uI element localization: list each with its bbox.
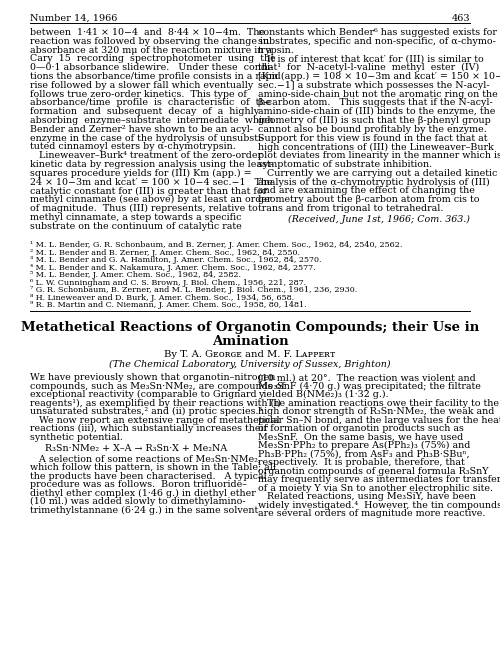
Text: formation  and  subsequent  decay  of  a  highly: formation and subsequent decay of a high… — [30, 107, 259, 116]
Text: between  1·41 × 10−4  and  8·44 × 10−4m.  The: between 1·41 × 10−4 and 8·44 × 10−4m. Th… — [30, 28, 265, 37]
Text: synthetic potential.: synthetic potential. — [30, 433, 123, 441]
Text: rise followed by a slower fall which eventually: rise followed by a slower fall which eve… — [30, 81, 254, 90]
Text: Related reactions, using Me₃SiY, have been: Related reactions, using Me₃SiY, have be… — [258, 492, 476, 501]
Text: ⁶ L. W. Cunningham and C. S. Brown, J. Biol. Chem., 1956, 221, 287.: ⁶ L. W. Cunningham and C. S. Brown, J. B… — [30, 278, 306, 287]
Text: geometry about the β-carbon atom from cis to: geometry about the β-carbon atom from ci… — [258, 195, 480, 204]
Text: analysis of the α-chymotryptic hydrolysis of (III): analysis of the α-chymotryptic hydrolysi… — [258, 178, 490, 187]
Text: ⁴ M. L. Bender and K. Nakamura, J. Amer. Chem. Soc., 1962, 84, 2577.: ⁴ M. L. Bender and K. Nakamura, J. Amer.… — [30, 264, 316, 272]
Text: symptomatic of substrate inhibition.: symptomatic of substrate inhibition. — [258, 160, 432, 169]
Text: widely investigated.⁴  However, the tin compounds: widely investigated.⁴ However, the tin c… — [258, 500, 500, 510]
Text: Currently we are carrying out a detailed kinetic: Currently we are carrying out a detailed… — [258, 169, 498, 178]
Text: of magnitude.  Thus (III) represents, relative to: of magnitude. Thus (III) represents, rel… — [30, 204, 258, 213]
Text: Ph₃B·PPh₂ (75%), from AsF₃ and Ph₃B·SBuⁿ,: Ph₃B·PPh₂ (75%), from AsF₃ and Ph₃B·SBuⁿ… — [258, 449, 470, 458]
Text: are several orders of magnitude more reactive.: are several orders of magnitude more rea… — [258, 509, 486, 518]
Text: methyl cinnamate (see above) by at least an order: methyl cinnamate (see above) by at least… — [30, 195, 272, 204]
Text: ¹ M. L. Bender, G. R. Schonbaum, and B. Zerner, J. Amer. Chem. Soc., 1962, 84, 2: ¹ M. L. Bender, G. R. Schonbaum, and B. … — [30, 241, 403, 249]
Text: high concentrations of (III) the Lineweaver–Burk: high concentrations of (III) the Linewea… — [258, 142, 494, 151]
Text: absorbance at 320 mμ of the reaction mixture in a: absorbance at 320 mμ of the reaction mix… — [30, 46, 272, 54]
Text: which follow this pattern, is shown in the Table; all: which follow this pattern, is shown in t… — [30, 463, 276, 472]
Text: (10 ml.) at 20°.  The reaction was violent and: (10 ml.) at 20°. The reaction was violen… — [258, 373, 476, 382]
Text: A selection of some reactions of Me₃Sn·NMe₂,: A selection of some reactions of Me₃Sn·N… — [30, 455, 261, 464]
Text: The amination reactions owe their facility to the: The amination reactions owe their facili… — [258, 399, 499, 407]
Text: (Received, June 1st, 1966; Com. 363.): (Received, June 1st, 1966; Com. 363.) — [288, 215, 470, 224]
Text: absorbance/time  profile  is  characteristic  of  the: absorbance/time profile is characteristi… — [30, 98, 271, 107]
Text: amino-side-chain but not the aromatic ring on the: amino-side-chain but not the aromatic ri… — [258, 90, 498, 99]
Text: methyl cinnamate, a step towards a specific: methyl cinnamate, a step towards a speci… — [30, 213, 242, 222]
Text: It is of interest that kcat′ for (III) is similar to: It is of interest that kcat′ for (III) i… — [258, 54, 484, 64]
Text: Me₃Sn·PPh₂ to prepare As(PPh₂)₃ (75%) and: Me₃Sn·PPh₂ to prepare As(PPh₂)₃ (75%) an… — [258, 441, 470, 450]
Text: Support for this view is found in the fact that at: Support for this view is found in the fa… — [258, 134, 488, 143]
Text: Me₃SnF.  On the same basis, we have used: Me₃SnF. On the same basis, we have used — [258, 433, 463, 441]
Text: diethyl ether complex (1·46 g.) in diethyl ether: diethyl ether complex (1·46 g.) in dieth… — [30, 489, 256, 498]
Text: the products have been characterised.   A typical: the products have been characterised. A … — [30, 472, 267, 481]
Text: absorbing  enzyme–substrate  intermediate  which: absorbing enzyme–substrate intermediate … — [30, 116, 274, 125]
Text: By T. A. Gᴇᴏʀɢᴇ and M. F. Lᴀᴘᴘᴇʀᴛ: By T. A. Gᴇᴏʀɢᴇ and M. F. Lᴀᴘᴘᴇʀᴛ — [164, 350, 336, 359]
Text: We now report an extensive range of metathetical: We now report an extensive range of meta… — [30, 416, 280, 424]
Text: ⁵ M. L. Bender, J. Amer. Chem. Soc., 1962, 84, 2582.: ⁵ M. L. Bender, J. Amer. Chem. Soc., 196… — [30, 271, 241, 279]
Text: Number 14, 1966: Number 14, 1966 — [30, 14, 118, 23]
Text: Lineweaver–Burk⁴ treatment of the zero-order: Lineweaver–Burk⁴ treatment of the zero-o… — [30, 151, 262, 160]
Text: Bender and Zerner² have shown to be an acyl-: Bender and Zerner² have shown to be an a… — [30, 125, 253, 134]
Text: ⁸ H. Lineweaver and D. Burk, J. Amer. Chem. Soc., 1934, 56, 658.: ⁸ H. Lineweaver and D. Burk, J. Amer. Ch… — [30, 293, 294, 302]
Text: ⁹ R. B. Martin and C. Niemann, J. Amer. Chem. Soc., 1958, 80, 1481.: ⁹ R. B. Martin and C. Niemann, J. Amer. … — [30, 301, 306, 309]
Text: procedure was as follows.  Boron trifluoride–: procedure was as follows. Boron trifluor… — [30, 480, 247, 489]
Text: unsaturated substrates,² and (ii) protic species.³: unsaturated substrates,² and (ii) protic… — [30, 407, 262, 417]
Text: reaction was followed by observing the change in: reaction was followed by observing the c… — [30, 37, 269, 46]
Text: and are examining the effect of changing the: and are examining the effect of changing… — [258, 187, 475, 195]
Text: yielded B(NMe₂)₃ (1·32 g.).: yielded B(NMe₂)₃ (1·32 g.). — [258, 390, 388, 400]
Text: constants which Bender⁶ has suggested exists for: constants which Bender⁶ has suggested ex… — [258, 28, 497, 37]
Text: reagents¹), as exemplified by their reactions with (i): reagents¹), as exemplified by their reac… — [30, 399, 281, 408]
Text: ³ M. L. Bender and G. A. Hamilton, J. Amer. Chem. Soc., 1962, 84, 2570.: ³ M. L. Bender and G. A. Hamilton, J. Am… — [30, 256, 322, 264]
Text: tuted cinnamoyl esters by α-chymotrypsin.: tuted cinnamoyl esters by α-chymotrypsin… — [30, 142, 236, 151]
Text: amino-side-chain of (III) binds to the enzyme, the: amino-side-chain of (III) binds to the e… — [258, 107, 496, 117]
Text: sec.−1] a substrate which possesses the N-acyl-: sec.−1] a substrate which possesses the … — [258, 81, 490, 90]
Text: β-carbon atom.   This suggests that if the N-acyl-: β-carbon atom. This suggests that if the… — [258, 98, 493, 107]
Text: trimethylstannane (6·24 g.) in the same solvent: trimethylstannane (6·24 g.) in the same … — [30, 506, 258, 515]
Text: ² M. L. Bender and B. Zerner, J. Amer. Chem. Soc., 1962, 84, 2550.: ² M. L. Bender and B. Zerner, J. Amer. C… — [30, 249, 300, 257]
Text: substrate on the continuum of catalytic rate: substrate on the continuum of catalytic … — [30, 221, 242, 231]
Text: exceptional reactivity (comparable to Grignard: exceptional reactivity (comparable to Gr… — [30, 390, 256, 400]
Text: may frequently serve as intermediates for transfer: may frequently serve as intermediates fo… — [258, 475, 500, 484]
Text: Amination: Amination — [212, 335, 288, 348]
Text: organotin compounds of general formula R₃SnY: organotin compounds of general formula R… — [258, 466, 488, 476]
Text: trypsin.: trypsin. — [258, 46, 295, 54]
Text: (10 ml.) was added slowly to dimethylamino-: (10 ml.) was added slowly to dimethylami… — [30, 497, 246, 506]
Text: plot deviates from linearity in the manner which is: plot deviates from linearity in the mann… — [258, 151, 500, 160]
Text: reactions (iii), which substantially increases their: reactions (iii), which substantially inc… — [30, 424, 268, 433]
Text: trans and from trigonal to tetrahedral.: trans and from trigonal to tetrahedral. — [258, 204, 444, 213]
Text: substrates, specific and non-specific, of α-chymo-: substrates, specific and non-specific, o… — [258, 37, 496, 46]
Text: of a moiety Y via Sn to another electrophilic site.: of a moiety Y via Sn to another electrop… — [258, 483, 493, 493]
Text: Me₃SnF (4·70 g.) was precipitated; the filtrate: Me₃SnF (4·70 g.) was precipitated; the f… — [258, 382, 481, 391]
Text: [Km (app.) = 108 × 10−3m and kcat′ = 150 × 10−3: [Km (app.) = 108 × 10−3m and kcat′ = 150… — [258, 72, 500, 81]
Text: cannot also be bound profitably by the enzyme.: cannot also be bound profitably by the e… — [258, 125, 487, 134]
Text: high donor strength of R₃Sn·NMe₂, the weak and: high donor strength of R₃Sn·NMe₂, the we… — [258, 407, 494, 416]
Text: catalytic constant for (III) is greater than that for: catalytic constant for (III) is greater … — [30, 187, 267, 196]
Text: squares procedure yields for (III) Km (app.) =: squares procedure yields for (III) Km (a… — [30, 169, 252, 178]
Text: kinetic data by regression analysis using the least-: kinetic data by regression analysis usin… — [30, 160, 274, 169]
Text: 0—0·1 absorbance slidewire.   Under these  condi-: 0—0·1 absorbance slidewire. Under these … — [30, 63, 273, 72]
Text: tions the absorbance/time profile consists in a rapid: tions the absorbance/time profile consis… — [30, 72, 281, 81]
Text: R₃Sn·NMe₂ + X–A → R₃Sn·X + Me₂NA: R₃Sn·NMe₂ + X–A → R₃Sn·X + Me₂NA — [45, 443, 227, 453]
Text: enzyme in the case of the hydrolysis of unsubsti-: enzyme in the case of the hydrolysis of … — [30, 134, 264, 143]
Text: Cary  15  recording  spectrophotometer  using  the: Cary 15 recording spectrophotometer usin… — [30, 54, 276, 64]
Text: 463: 463 — [452, 14, 470, 23]
Text: polar Sn–N bond, and the large values for the heats: polar Sn–N bond, and the large values fo… — [258, 416, 500, 424]
Text: of formation of organotin products such as: of formation of organotin products such … — [258, 424, 464, 433]
Text: Metathetical Reactions of Organotin Compounds; their Use in: Metathetical Reactions of Organotin Comp… — [21, 321, 479, 333]
Text: Wᴇ have previously shown that organotin–nitrogen: Wᴇ have previously shown that organotin–… — [30, 373, 276, 382]
Text: geometry of (III) is such that the β-phenyl group: geometry of (III) is such that the β-phe… — [258, 116, 491, 125]
Text: (The Chemical Laboratory, University of Sussex, Brighton): (The Chemical Laboratory, University of … — [109, 360, 391, 369]
Text: 24 × 10−3m and kcat′ = 100 × 10−4 sec.−1   The: 24 × 10−3m and kcat′ = 100 × 10−4 sec.−1… — [30, 178, 272, 187]
Text: respectively.  It is probable, therefore, that: respectively. It is probable, therefore,… — [258, 458, 465, 467]
Text: ⁷ G. R. Schonbaum, B. Zerner, and M. L. Bender, J. Biol. Chem., 1961, 236, 2930.: ⁷ G. R. Schonbaum, B. Zerner, and M. L. … — [30, 286, 357, 294]
Text: that¹  for  N-acetyl-l-valine  methyl  ester  (IV): that¹ for N-acetyl-l-valine methyl ester… — [258, 63, 479, 72]
Text: compounds, such as Me₃Sn·NMe₂, are compounds of: compounds, such as Me₃Sn·NMe₂, are compo… — [30, 382, 285, 390]
Text: follows true zero-order kinetics.  This type of: follows true zero-order kinetics. This t… — [30, 90, 247, 99]
